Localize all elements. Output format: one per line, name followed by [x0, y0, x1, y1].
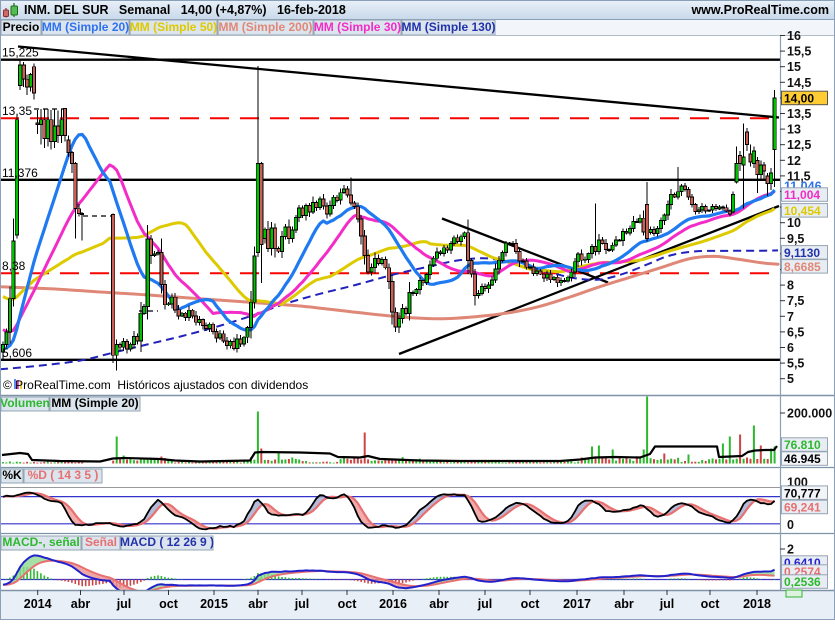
svg-text:15,5: 15,5	[787, 45, 811, 59]
svg-text:MM (Simple 130): MM (Simple 130)	[401, 20, 495, 34]
svg-text:9,5: 9,5	[787, 232, 804, 246]
svg-text:Precio: Precio	[3, 20, 40, 34]
svg-text:200.000: 200.000	[787, 407, 832, 421]
svg-text:76.810: 76.810	[784, 438, 821, 452]
svg-text:jul: jul	[294, 597, 310, 611]
svg-text:6,5: 6,5	[787, 325, 804, 339]
svg-text:13,35: 13,35	[2, 104, 32, 118]
svg-text:oct: oct	[701, 597, 721, 611]
svg-text:%K: %K	[2, 468, 22, 482]
svg-text:2: 2	[787, 543, 794, 557]
svg-text:69,241: 69,241	[784, 501, 821, 515]
svg-text:MM (Simple 200): MM (Simple 200)	[218, 20, 312, 34]
svg-text:Señal: Señal	[85, 535, 117, 549]
svg-text:oct: oct	[338, 597, 358, 611]
svg-text:MM (Simple 20): MM (Simple 20)	[42, 20, 129, 34]
svg-text:INM. DEL SUR Semanal 14,00: INM. DEL SUR Semanal 14,00 (+4,87%) 16-f…	[24, 3, 346, 17]
svg-text:Volumen: Volumen	[0, 396, 50, 410]
svg-text:© ProRealTime.com Históricos: © ProRealTime.com Históricos ajustados c…	[3, 378, 308, 392]
svg-text:70,777: 70,777	[784, 486, 821, 500]
svg-text:oct: oct	[159, 597, 179, 611]
svg-text:10: 10	[787, 216, 801, 230]
svg-text:0,2536: 0,2536	[784, 575, 821, 589]
svg-text:%D ( 14 3 5 ): %D ( 14 3 5 )	[28, 468, 99, 482]
svg-text:MACD ( 12 26 9 ): MACD ( 12 26 9 )	[120, 535, 214, 549]
svg-text:7,5: 7,5	[787, 294, 804, 308]
svg-text:11,376: 11,376	[2, 166, 38, 180]
svg-text:5: 5	[787, 372, 794, 386]
svg-text:10,454: 10,454	[784, 204, 821, 218]
svg-text:2018: 2018	[743, 597, 771, 611]
svg-text:13,5: 13,5	[787, 107, 811, 121]
svg-text:abr: abr	[71, 597, 91, 611]
svg-text:MACD-, señal: MACD-, señal	[2, 535, 79, 549]
svg-text:0: 0	[787, 518, 794, 532]
svg-text:16: 16	[787, 29, 801, 43]
svg-text:jul: jul	[659, 597, 675, 611]
svg-text:2014: 2014	[24, 597, 52, 611]
svg-text:www.ProRealTime.com: www.ProRealTime.com	[690, 3, 829, 17]
svg-text:MM (Simple 50): MM (Simple 50)	[130, 20, 217, 34]
svg-text:7: 7	[787, 310, 794, 324]
svg-text:abr: abr	[614, 597, 634, 611]
svg-text:11,004: 11,004	[784, 188, 820, 202]
svg-text:MM (Simple 30): MM (Simple 30)	[314, 20, 401, 34]
svg-text:jul: jul	[116, 597, 132, 611]
svg-text:2017: 2017	[563, 597, 591, 611]
svg-text:MM (Simple 20): MM (Simple 20)	[51, 396, 138, 410]
svg-text:15: 15	[787, 60, 801, 74]
svg-text:8,6685: 8,6685	[784, 260, 821, 274]
svg-text:jul: jul	[477, 597, 493, 611]
svg-text:15,225: 15,225	[2, 46, 39, 60]
svg-text:2015: 2015	[200, 597, 228, 611]
svg-text:8,38: 8,38	[2, 259, 26, 273]
svg-text:8: 8	[787, 279, 794, 293]
svg-text:9,1130: 9,1130	[784, 246, 820, 260]
svg-text:5,5: 5,5	[787, 357, 804, 371]
svg-text:12: 12	[787, 154, 801, 168]
svg-text:12,5: 12,5	[787, 138, 811, 152]
svg-text:5,606: 5,606	[2, 346, 32, 360]
svg-text:46.945: 46.945	[784, 452, 821, 466]
svg-text:6: 6	[787, 341, 794, 355]
svg-text:14,5: 14,5	[787, 76, 811, 90]
svg-text:abr: abr	[248, 597, 268, 611]
svg-text:13: 13	[787, 123, 801, 137]
svg-text:14,00: 14,00	[784, 92, 814, 106]
svg-text:abr: abr	[429, 597, 449, 611]
svg-text:oct: oct	[521, 597, 541, 611]
svg-text:2016: 2016	[379, 597, 407, 611]
